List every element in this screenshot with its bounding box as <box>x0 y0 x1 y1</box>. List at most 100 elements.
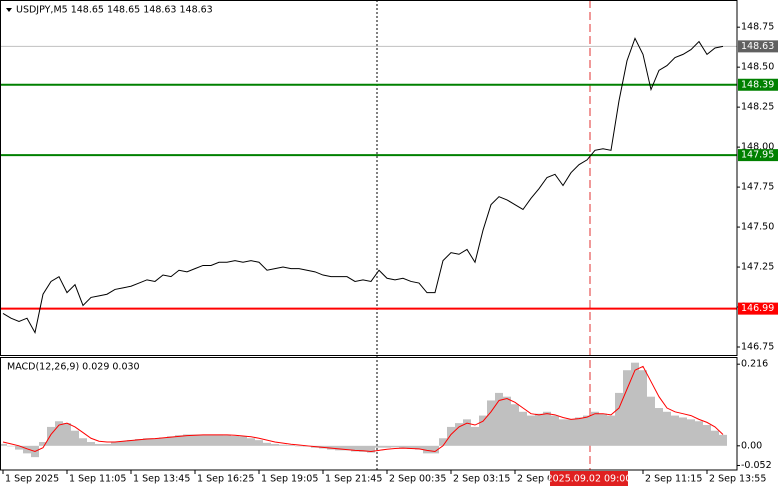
histogram-bar <box>151 438 159 446</box>
level-label: 148.39 <box>741 79 774 90</box>
histogram-bar <box>55 421 63 446</box>
histogram-bar <box>511 404 519 446</box>
histogram-bar <box>103 443 111 446</box>
histogram-bar <box>447 426 455 446</box>
histogram-bar <box>543 411 551 446</box>
level-label-box <box>738 78 778 91</box>
histogram-bar <box>367 445 375 453</box>
histogram-bar <box>87 442 95 446</box>
histogram-bar <box>359 445 367 452</box>
histogram-bar <box>399 445 407 449</box>
histogram-bar <box>439 438 447 446</box>
histogram-bar <box>63 423 71 446</box>
histogram-bar <box>495 392 503 446</box>
x-tick-label: 2 Sep 13:55 <box>709 474 766 485</box>
x-tick-label: 1 Sep 2025 <box>5 474 59 485</box>
histogram-bar <box>207 434 215 446</box>
menu-triangle[interactable] <box>6 8 12 12</box>
histogram-bar <box>71 430 79 446</box>
y-tick-label: 0.216 <box>741 359 768 370</box>
histogram-bar <box>519 411 527 446</box>
histogram-bar <box>215 434 223 446</box>
y-tick-label: 147.25 <box>741 262 774 273</box>
y-tick-label: 146.75 <box>741 342 774 353</box>
histogram-bar <box>383 445 391 448</box>
histogram-bar <box>655 408 663 446</box>
histogram-bar <box>0 443 7 446</box>
y-tick-label: 147.75 <box>741 182 774 193</box>
histogram-bar <box>551 415 559 446</box>
level-label-box <box>738 302 778 315</box>
histogram-bar <box>471 426 479 446</box>
histogram-bar <box>231 435 239 446</box>
histogram-bar <box>23 445 31 454</box>
histogram-bar <box>263 442 271 446</box>
cursor-label: 2025.09.02 09:00 <box>547 474 632 485</box>
histogram-bar <box>167 436 175 446</box>
x-tick-label: 2 Sep 11:15 <box>645 474 702 485</box>
y-tick-label: 148.50 <box>741 62 774 73</box>
histogram-bar <box>375 445 383 448</box>
histogram-bar <box>223 435 231 446</box>
histogram-bar <box>7 445 15 447</box>
histogram-bar <box>687 419 695 446</box>
histogram-bar <box>287 445 295 446</box>
histogram-bar <box>663 411 671 446</box>
histogram-bar <box>455 423 463 446</box>
histogram-bar <box>591 411 599 446</box>
level-label: 146.99 <box>741 303 774 314</box>
histogram-bar <box>295 445 303 447</box>
histogram-bar <box>431 445 439 454</box>
histogram-bar <box>671 415 679 446</box>
price-frame <box>0 0 738 356</box>
x-tick-label: 2 Sep 00:35 <box>389 474 446 485</box>
histogram-bar <box>239 436 247 446</box>
level-label-box <box>738 149 778 162</box>
histogram-bar <box>647 396 655 446</box>
histogram-bar <box>599 413 607 446</box>
histogram-bar <box>479 415 487 446</box>
histogram-bar <box>271 443 279 446</box>
price-line <box>2 37 724 335</box>
signal-line <box>2 365 724 453</box>
histogram-bar <box>391 445 399 448</box>
cursor-label-box <box>550 471 628 486</box>
y-tick-label: 148.25 <box>741 102 774 113</box>
x-tick-label: 2 Sep 05:55 <box>517 474 574 485</box>
histogram-bar <box>527 415 535 446</box>
histogram-bar <box>79 438 87 446</box>
last-price-label: 148.63 <box>741 41 774 52</box>
macd-title: MACD(12,26,9) 0.029 0.030 <box>7 362 140 373</box>
histogram-bar <box>719 434 727 446</box>
histogram-bar <box>127 440 135 446</box>
last-price-label-box <box>738 40 778 53</box>
histogram-bar <box>119 441 127 446</box>
histogram-bar <box>567 419 575 446</box>
histogram-bar <box>503 396 511 446</box>
histogram-bar <box>575 417 583 446</box>
histogram-bar <box>631 362 639 446</box>
histogram-bar <box>111 442 119 446</box>
histogram-bar <box>183 434 191 446</box>
histogram-bar <box>15 445 23 450</box>
x-tick-label: 1 Sep 19:05 <box>261 474 318 485</box>
histogram-bar <box>247 438 255 446</box>
y-tick-label: 148.75 <box>741 22 774 33</box>
histogram-bar <box>607 415 615 446</box>
x-tick-label: 1 Sep 11:05 <box>69 474 126 485</box>
y-tick-label: 147.50 <box>741 222 774 233</box>
histogram-bar <box>559 419 567 446</box>
y-tick-label: 148.00 <box>741 142 774 153</box>
histogram-bar <box>615 392 623 446</box>
histogram-bar <box>415 445 423 450</box>
x-tick-label: 2 Sep 03:15 <box>453 474 510 485</box>
y-tick-label: 0.00 <box>741 440 762 451</box>
level-label: 147.95 <box>741 150 774 161</box>
x-tick-label: 1 Sep 13:45 <box>133 474 190 485</box>
histogram-bar <box>487 400 495 446</box>
histogram-bar <box>711 430 719 446</box>
histogram-bar <box>407 445 415 449</box>
histogram-bar <box>583 415 591 446</box>
